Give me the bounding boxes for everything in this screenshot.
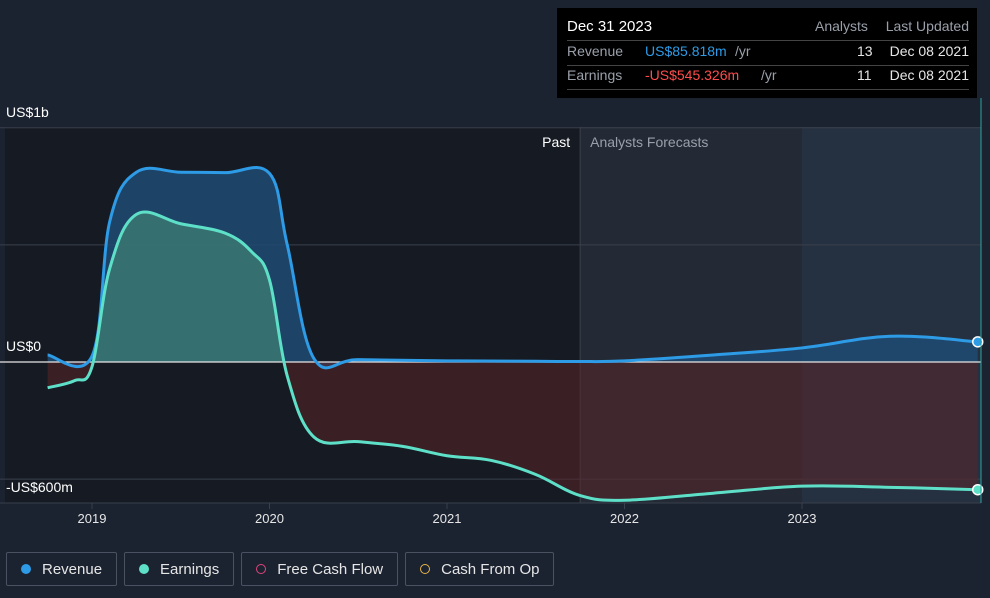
earnings-area-positive (47, 212, 978, 362)
x-tick-label: 2019 (78, 511, 107, 526)
legend-label: Earnings (160, 560, 220, 578)
y-axis-label: US$0 (6, 338, 41, 354)
revenue-area (47, 167, 978, 368)
legend-dot-icon (420, 564, 431, 574)
tooltip-divider (567, 40, 969, 41)
earnings-area-negative (47, 362, 978, 501)
legend-label: Cash From Op (441, 560, 540, 578)
tooltip-row-updated: Dec 08 2021 (889, 67, 969, 83)
tooltip-row-unit: /yr (735, 43, 751, 59)
legend-item-free-cash-flow[interactable]: Free Cash Flow (241, 552, 399, 586)
tooltip-date: Dec 31 2023 (567, 18, 653, 35)
tooltip-row-label: Earnings (567, 67, 623, 83)
revenue-end-point (971, 336, 984, 348)
tooltip-divider (567, 89, 969, 90)
tooltip-row-value: US$85.818m (645, 43, 727, 59)
revenue-line (47, 166, 978, 370)
tooltip-row-revenue: Revenue US$85.818m /yr 13 Dec 08 2021 (567, 43, 969, 65)
legend-dot-icon (256, 564, 267, 574)
tooltip-row-unit: /yr (761, 67, 777, 83)
tooltip-divider (567, 65, 969, 66)
x-tick-label: 2020 (255, 511, 284, 526)
legend-item-revenue[interactable]: Revenue (6, 552, 118, 586)
tooltip-row-label: Revenue (567, 43, 624, 59)
tooltip-row-updated: Dec 08 2021 (889, 43, 969, 59)
legend-label: Free Cash Flow (277, 560, 384, 578)
legend-dot-icon (21, 564, 31, 574)
chart: US$1b US$0 -US$600m 2019 2020 2021 2022 2023 Pas… (0, 98, 984, 526)
legend-dot-icon (139, 564, 150, 574)
tooltip-col-analysts: Analysts (815, 18, 868, 34)
tooltip-row-value: -US$545.326m (645, 67, 740, 83)
x-tick-label: 2021 (433, 511, 462, 526)
x-tick-label: 2023 (788, 511, 817, 526)
earnings-end-point (971, 483, 984, 496)
past-label: Past (542, 134, 570, 150)
legend-item-cash-from-op[interactable]: Cash From Op (405, 552, 555, 586)
data-tooltip: Dec 31 2023 Analysts Last Updated Revenu… (557, 8, 977, 98)
y-axis-label: US$1b (6, 104, 49, 120)
legend-item-earnings[interactable]: Earnings (124, 552, 235, 586)
earnings-line (47, 210, 978, 502)
x-tick-label: 2022 (610, 511, 639, 526)
legend: Revenue Earnings Free Cash Flow Cash Fro… (6, 552, 555, 586)
forecast-label: Analysts Forecasts (590, 134, 708, 150)
tooltip-row-analysts: 13 (857, 43, 873, 59)
tooltip-col-updated: Last Updated (885, 18, 969, 34)
y-axis-label: -US$600m (6, 479, 73, 495)
tooltip-row-analysts: 11 (857, 67, 872, 83)
tooltip-row-earnings: Earnings -US$545.326m /yr 11 Dec 08 2021 (567, 67, 969, 89)
legend-label: Revenue (42, 560, 103, 578)
